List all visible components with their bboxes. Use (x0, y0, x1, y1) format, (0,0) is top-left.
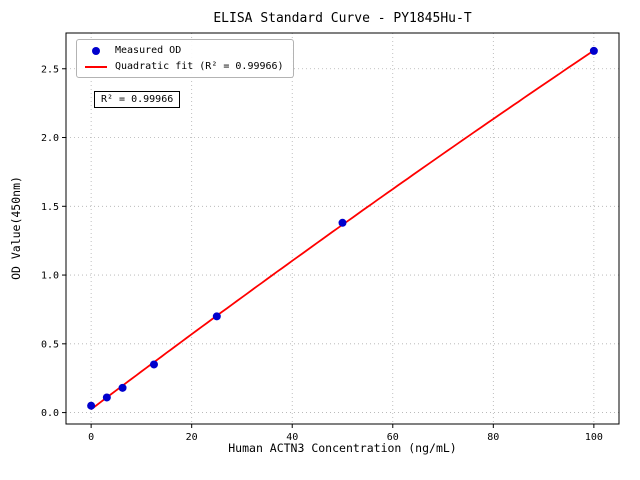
y-tick-label: 1.0 (41, 271, 59, 282)
x-axis-label: Human ACTN3 Concentration (ng/mL) (228, 441, 457, 455)
x-tick-label: 100 (585, 432, 603, 443)
legend-marker (84, 46, 108, 55)
legend-entry-quadratic-fit: Quadratic fit (R² = 0.99966) (84, 61, 284, 72)
data-point (338, 218, 347, 227)
y-axis-label: OD Value(450nm) (9, 176, 23, 280)
x-tick-label: 0 (88, 432, 94, 443)
data-point (102, 393, 111, 402)
scatter-marker-icon (92, 46, 100, 55)
axes-spines (65, 32, 620, 425)
y-tick-label: 2.5 (41, 64, 59, 75)
legend-label-measured-od: Measured OD (115, 45, 182, 56)
x-tick-label: 40 (286, 432, 298, 443)
legend-label-quadratic-fit: Quadratic fit (R² = 0.99966) (115, 61, 284, 72)
data-point (118, 383, 127, 392)
y-tick-label: 0.0 (41, 408, 59, 419)
legend-entry-measured-od: Measured OD (84, 45, 284, 56)
line-marker-icon (85, 65, 107, 68)
x-tick-label: 60 (387, 432, 399, 443)
data-point (589, 46, 598, 55)
chart-title: ELISA Standard Curve - PY1845Hu-T (213, 11, 472, 26)
x-tick-label: 80 (487, 432, 499, 443)
data-point (87, 401, 96, 410)
y-tick-label: 0.5 (41, 339, 59, 350)
data-point (212, 312, 221, 321)
r-squared-annotation: R² = 0.99966 (94, 91, 181, 108)
legend: Measured OD Quadratic fit (R² = 0.99966) (76, 39, 294, 78)
legend-marker (84, 65, 108, 68)
x-tick-label: 20 (186, 432, 198, 443)
y-tick-label: 1.5 (41, 202, 59, 213)
y-tick-label: 2.0 (41, 133, 59, 144)
data-point (149, 360, 158, 369)
